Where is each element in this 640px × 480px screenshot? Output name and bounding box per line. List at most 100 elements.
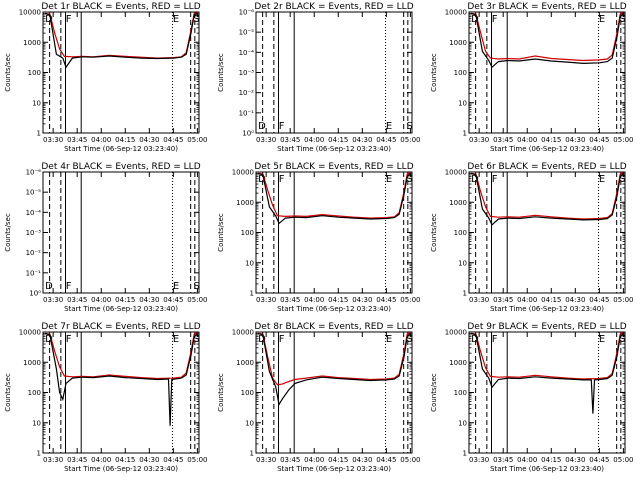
y-tick-label: 100 [28,389,41,397]
marker-label: D [45,281,53,292]
chart-panel: Det 4r BLACK = Events, RED = LLD 10⁰ 10⁻¹ 1… [4,162,207,313]
y-axis-label: Counts/sec [217,373,225,412]
y-tick-label: 10⁻³ [239,69,255,77]
x-tick-label: 03:30 [43,456,63,464]
y-tick-label: 1 [463,290,467,298]
x-tick-label: 04:45 [163,136,183,144]
marker-label: S [193,334,199,345]
x-tick-label: 03:45 [280,296,300,304]
marker-label: F [492,14,498,25]
y-tick-label: 1000 [449,359,467,367]
marker-label: F [279,174,285,185]
x-tick-label: 04:45 [376,456,396,464]
x-tick-label: 03:45 [67,456,87,464]
marker-label: F [492,334,498,345]
chart-panel: Det 7r BLACK = Events, RED = LLD 1 10 100 10… [4,322,207,473]
x-tick-label: 04:45 [589,136,609,144]
x-tick-label: 04:30 [139,136,159,144]
y-tick-label: 10 [245,419,254,427]
y-tick-label: 1 [250,290,254,298]
x-tick-label: 04:00 [91,456,111,464]
y-tick-label: 10 [458,259,467,267]
y-axis-label: Counts/sec [217,53,225,92]
x-tick-label: 04:00 [304,456,324,464]
marker-label: E [386,121,392,132]
series-line [470,12,624,69]
y-tick-label: 10⁻⁶ [26,169,42,177]
marker-label: D [45,334,53,345]
x-tick-label: 04:45 [589,456,609,464]
x-tick-label: 04:00 [517,136,537,144]
y-tick-label: 100 [241,229,254,237]
chart-panel: Det 5r BLACK = Events, RED = LLD 1 10 100 10… [217,162,420,313]
x-tick-label: 04:00 [304,136,324,144]
y-tick-label: 10 [245,259,254,267]
x-tick-label: 05:00 [613,296,633,304]
series-line [44,332,198,426]
y-axis-label: Counts/sec [430,373,438,412]
x-tick-label: 05:00 [187,456,207,464]
y-axis-label: Counts/sec [4,373,12,412]
y-tick-label: 100 [454,229,467,237]
y-tick-label: 10⁻⁶ [239,9,255,17]
y-tick-label: 10000 [19,329,41,337]
x-tick-label: 04:15 [328,136,348,144]
y-axis-label: Counts/sec [4,213,12,252]
x-tick-label: 04:30 [352,296,372,304]
x-tick-label: 04:30 [139,296,159,304]
x-axis-label: Start Time (06-Sep-12 03:23:40) [64,145,178,153]
x-tick-label: 04:30 [139,456,159,464]
x-axis-label: Start Time (06-Sep-12 03:23:40) [490,145,604,153]
y-tick-label: 10 [458,99,467,107]
x-tick-label: 05:00 [613,136,633,144]
marker-label: F [492,174,498,185]
y-tick-label: 1 [463,130,467,138]
marker-label: E [173,334,179,345]
y-tick-label: 100 [454,389,467,397]
y-tick-label: 1000 [236,199,254,207]
y-tick-label: 10⁻⁴ [239,49,255,57]
marker-label: F [66,14,72,25]
x-tick-label: 04:15 [541,296,561,304]
y-tick-label: 1000 [23,359,41,367]
series-line [470,172,624,226]
x-tick-label: 04:00 [91,296,111,304]
x-axis-label: Start Time (06-Sep-12 03:23:40) [490,465,604,473]
marker-label: D [45,14,53,25]
y-tick-label: 10000 [445,169,467,177]
x-tick-label: 04:15 [541,136,561,144]
series-line [44,12,198,69]
y-tick-label: 10000 [19,9,41,17]
x-axis-label: Start Time (06-Sep-12 03:23:40) [277,145,391,153]
marker-label: D [471,174,479,185]
series-line [257,332,411,407]
chart-title: Det 7r BLACK = Events, RED = LLD [41,322,200,332]
x-tick-label: 04:30 [565,296,585,304]
y-tick-label: 1000 [449,39,467,47]
y-tick-label: 1000 [236,359,254,367]
marker-label: D [471,14,479,25]
x-tick-label: 05:00 [187,136,207,144]
x-tick-label: 03:30 [256,136,276,144]
marker-label: D [258,121,266,132]
x-tick-label: 03:30 [43,296,63,304]
y-tick-label: 10⁻³ [26,229,42,237]
x-tick-label: 05:00 [187,296,207,304]
marker-label: D [471,334,479,345]
x-tick-label: 04:00 [91,136,111,144]
x-tick-label: 03:30 [43,136,63,144]
x-tick-label: 04:15 [328,456,348,464]
y-tick-label: 10000 [445,9,467,17]
chart-title: Det 2r BLACK = Events, RED = LLD [254,2,413,12]
marker-label: E [599,334,605,345]
marker-label: S [193,281,199,292]
y-axis-label: Counts/sec [4,53,12,92]
x-tick-label: 04:30 [565,456,585,464]
chart-panel: Det 6r BLACK = Events, RED = LLD 1 10 100 10… [430,162,633,313]
chart-panel: Det 8r BLACK = Events, RED = LLD 1 10 100 10… [217,322,420,473]
x-tick-label: 04:15 [115,296,135,304]
y-tick-label: 1000 [449,199,467,207]
x-tick-label: 04:30 [565,136,585,144]
x-tick-label: 04:00 [517,456,537,464]
